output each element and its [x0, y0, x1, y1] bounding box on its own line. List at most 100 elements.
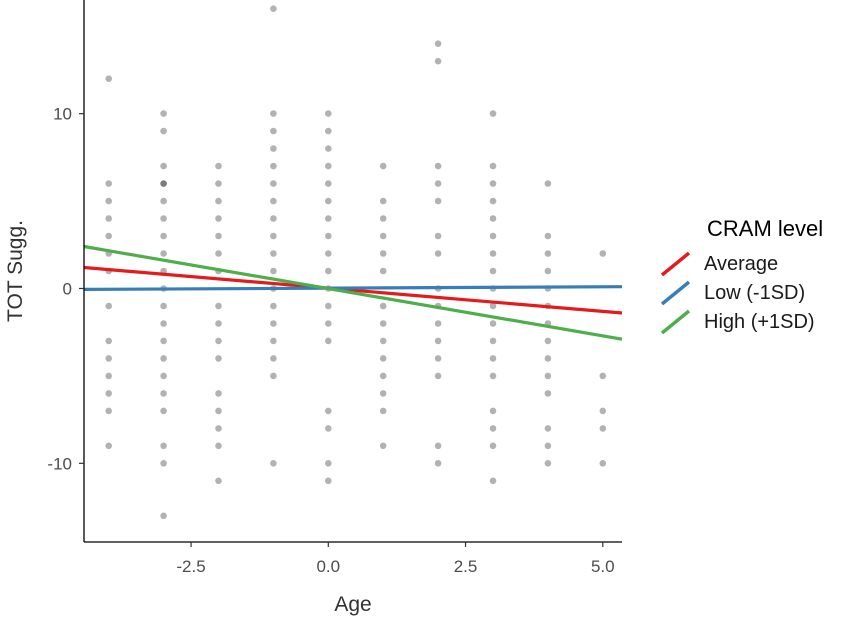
data-point: [379, 162, 387, 170]
data-point: [160, 407, 167, 415]
data-point: [105, 215, 112, 222]
points-layer: [105, 5, 607, 520]
data-point: [105, 232, 112, 240]
data-point: [379, 337, 387, 345]
data-point: [215, 180, 222, 187]
x-tick-label: 5.0: [591, 557, 615, 576]
data-point: [215, 407, 222, 415]
data-point: [325, 127, 332, 135]
ticks-layer: -2.5 0.0 2.5 5.0 -10 0 10: [47, 105, 614, 576]
data-point: [434, 232, 442, 240]
data-point: [489, 215, 497, 222]
x-tick-label: 0.0: [316, 557, 340, 576]
data-point: [325, 425, 332, 432]
data-point: [489, 372, 497, 380]
data-point: [325, 232, 332, 240]
data-point: [489, 477, 497, 485]
data-point: [544, 390, 552, 397]
data-point: [544, 355, 552, 362]
data-point: [215, 390, 222, 397]
y-tick-label: 0: [63, 279, 72, 298]
data-point: [270, 5, 277, 12]
data-point: [489, 197, 497, 205]
y-tick-label: -10: [47, 454, 72, 473]
legend-key: [660, 251, 691, 277]
data-point: [105, 372, 112, 380]
series-line-high-1sd: [83, 244, 623, 341]
data-point: [160, 390, 167, 397]
data-point: [270, 460, 277, 467]
data-point: [434, 197, 442, 205]
data-point: [160, 337, 167, 345]
data-point: [599, 425, 607, 432]
data-point: [325, 337, 332, 345]
data-point: [489, 267, 497, 275]
data-point: [489, 250, 497, 257]
data-point: [434, 337, 442, 345]
data-point: [270, 215, 277, 222]
data-point: [105, 390, 112, 397]
y-tick-label: 10: [53, 105, 72, 124]
legend-label: Average: [704, 253, 778, 275]
data-point: [215, 442, 222, 450]
data-point: [105, 337, 112, 345]
data-point: [544, 442, 552, 450]
data-point: [215, 320, 222, 327]
data-point: [489, 337, 497, 345]
data-point: [105, 75, 112, 82]
data-point: [105, 407, 112, 415]
data-point: [489, 110, 497, 117]
data-point: [379, 407, 387, 415]
data-point: [434, 355, 442, 362]
data-point: [544, 250, 552, 257]
data-point: [160, 162, 167, 170]
data-point: [160, 442, 167, 450]
data-point: [325, 302, 332, 310]
legend: CRAM level Average Low (-1SD) High (+1SD): [660, 216, 823, 335]
legend-key: [660, 280, 691, 306]
data-point: [105, 302, 112, 310]
data-point: [325, 162, 332, 170]
legend-label: High (+1SD): [704, 311, 815, 333]
data-point: [599, 372, 607, 380]
data-point: [270, 250, 277, 257]
data-point: [325, 477, 332, 485]
data-point: [544, 460, 552, 467]
series-line-low-1sd: [83, 285, 623, 291]
series-line-average: [83, 265, 623, 315]
data-point: [215, 250, 222, 257]
data-point: [160, 460, 167, 467]
data-point: [325, 197, 332, 205]
data-point: [434, 460, 442, 467]
data-point: [325, 407, 332, 415]
data-point: [270, 232, 277, 240]
data-point: [270, 320, 277, 327]
legend-key: [660, 309, 691, 335]
data-point: [379, 215, 387, 222]
data-point: [489, 302, 497, 310]
data-point: [489, 180, 497, 187]
data-point: [105, 442, 112, 450]
legend-label: Low (-1SD): [704, 282, 805, 304]
data-point: [599, 250, 607, 257]
data-point: [270, 267, 277, 275]
data-point: [270, 110, 277, 117]
data-point: [160, 302, 167, 310]
data-point: [215, 425, 222, 432]
data-point: [544, 372, 552, 380]
data-point: [489, 355, 497, 362]
data-point: [489, 425, 497, 432]
legend-title: CRAM level: [707, 216, 823, 241]
data-point: [325, 320, 332, 327]
data-point: [325, 267, 332, 275]
data-point: [215, 355, 222, 362]
data-point: [325, 215, 332, 222]
data-point: [599, 407, 607, 415]
data-point: [105, 355, 112, 362]
data-point: [325, 460, 332, 467]
data-point: [489, 162, 497, 170]
data-point: [379, 267, 387, 275]
data-point: [379, 355, 387, 362]
data-point: [160, 215, 167, 222]
